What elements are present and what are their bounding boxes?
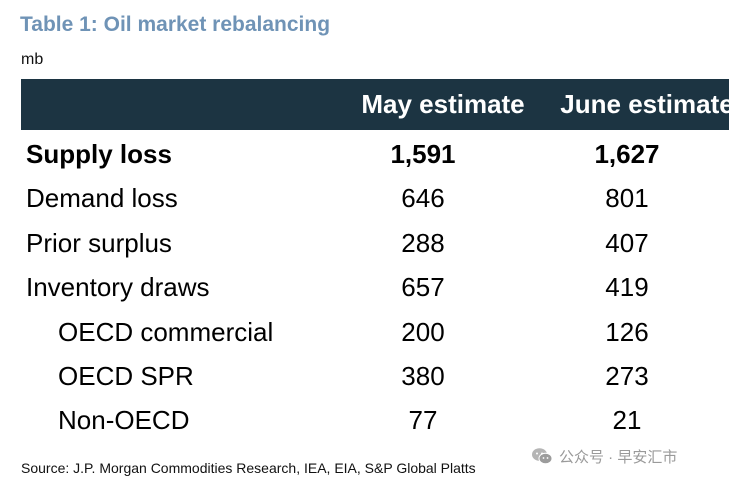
row-label: Non-OECD <box>58 405 190 435</box>
june-value: 126 <box>605 317 649 347</box>
column-header-june: June estimate <box>560 89 734 119</box>
row-label: Supply loss <box>26 139 172 169</box>
june-value: 21 <box>612 405 642 435</box>
table-row-inventory-draws: Inventory draws 657 419 <box>0 265 744 309</box>
row-label: OECD commercial <box>58 317 274 347</box>
june-value: 801 <box>605 183 649 213</box>
table-title: Table 1: Oil market rebalancing <box>20 13 331 36</box>
may-value: 380 <box>401 361 445 391</box>
watermark: 公众号 · 早安汇市 <box>531 445 677 467</box>
table-row-demand-loss: Demand loss 646 801 <box>0 176 744 220</box>
column-header-may: May estimate <box>361 89 525 119</box>
unit-label: mb <box>21 51 44 68</box>
row-label: Demand loss <box>26 183 178 213</box>
may-value: 200 <box>401 317 445 347</box>
watermark-text: 公众号 · 早安汇市 <box>559 448 678 466</box>
may-value: 1,591 <box>390 139 456 169</box>
table-row-supply-loss: Supply loss 1,591 1,627 <box>0 132 744 176</box>
june-value: 407 <box>605 228 649 258</box>
row-label: Inventory draws <box>26 272 210 302</box>
june-value: 419 <box>605 272 649 302</box>
row-label: OECD SPR <box>58 361 194 391</box>
table-row-non-oecd: Non-OECD 77 21 <box>0 398 744 442</box>
table-row-oecd-spr: OECD SPR 380 273 <box>0 354 744 398</box>
row-label: Prior surplus <box>26 228 172 258</box>
table-row-prior-surplus: Prior surplus 288 407 <box>0 221 744 265</box>
june-value: 273 <box>605 361 649 391</box>
wechat-icon <box>532 448 553 465</box>
source-note: Source: J.P. Morgan Commodities Research… <box>21 460 476 476</box>
may-value: 646 <box>401 183 445 213</box>
may-value: 77 <box>408 405 438 435</box>
may-value: 288 <box>401 228 445 258</box>
june-value: 1,627 <box>594 139 660 169</box>
may-value: 657 <box>401 272 445 302</box>
table-header: May estimate June estimate <box>21 79 734 130</box>
table-row-oecd-commercial: OECD commercial 200 126 <box>0 310 744 354</box>
